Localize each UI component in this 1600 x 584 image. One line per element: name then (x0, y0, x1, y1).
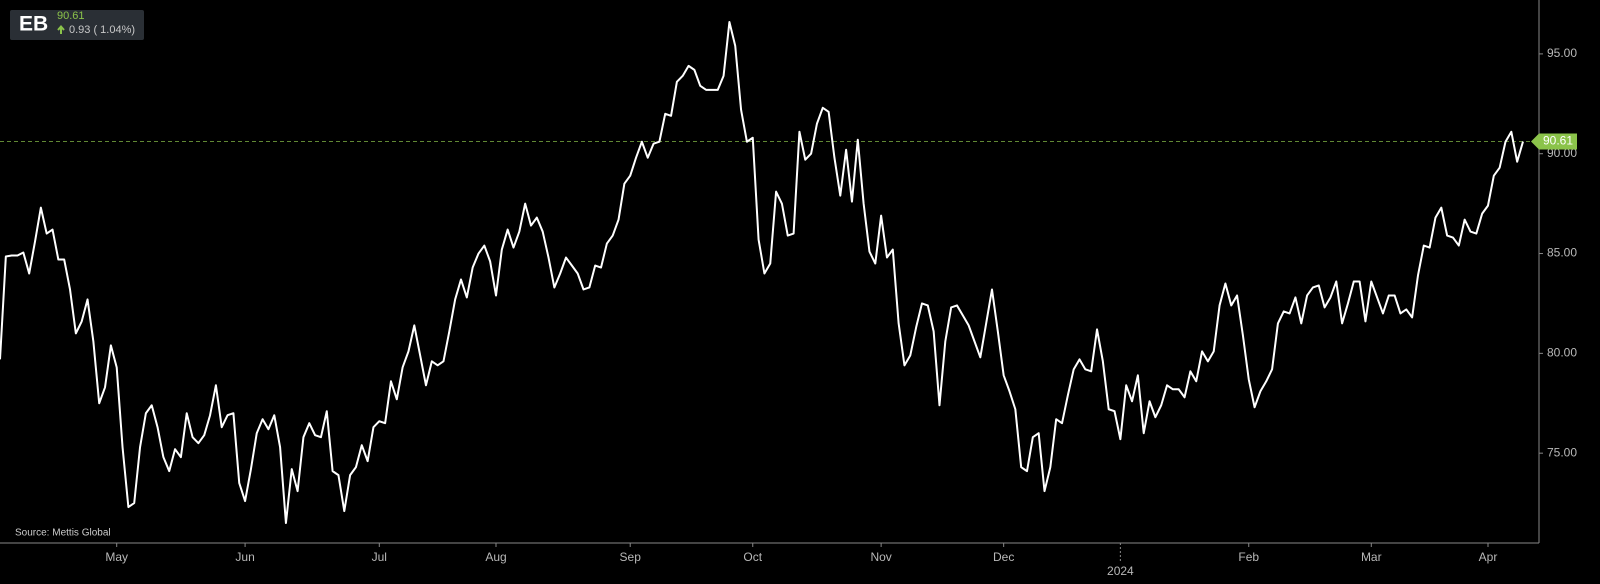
up-arrow (57, 24, 65, 34)
x-tick-label: May (105, 550, 128, 564)
x-tick-label: Feb (1238, 550, 1259, 564)
x-tick-label: Nov (870, 550, 891, 564)
x-tick-label: Oct (743, 550, 762, 564)
price-line (0, 20, 1524, 525)
source-note: Source: Mettis Global (15, 528, 111, 539)
last-price-tag (1531, 133, 1577, 150)
y-tick-label: 75.00 (1547, 445, 1577, 459)
x-tick-label: 2024 (1107, 564, 1134, 578)
x-tick-label: Dec (993, 550, 1014, 564)
x-tick-label: Apr (1479, 550, 1498, 564)
x-tick-label: Sep (620, 550, 642, 564)
x-tick-label: Jul (372, 550, 387, 564)
header-price: 90.61 (57, 10, 85, 22)
last-price-label: 90.61 (1543, 134, 1573, 148)
x-tick-label: Jun (235, 550, 254, 564)
x-tick-label: Aug (485, 550, 506, 564)
ticker-box (10, 10, 144, 40)
x-tick-label: Mar (1361, 550, 1382, 564)
y-tick-label: 95.00 (1547, 46, 1577, 60)
y-tick-label: 80.00 (1547, 346, 1577, 360)
header-change: 0.93 ( 1.04%) (69, 24, 135, 36)
y-tick-label: 85.00 (1547, 246, 1577, 260)
ticker-symbol: EB (19, 13, 48, 36)
